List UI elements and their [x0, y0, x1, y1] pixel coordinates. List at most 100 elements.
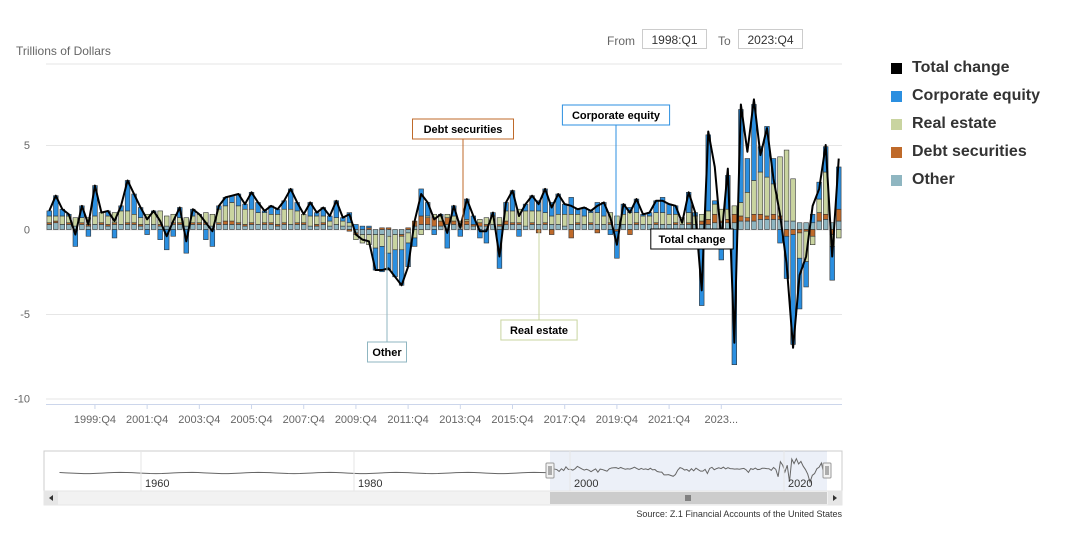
bar-other[interactable] — [640, 224, 646, 230]
bar-real-estate[interactable] — [549, 215, 555, 225]
bar-debt-securities[interactable] — [549, 229, 555, 235]
bar-real-estate[interactable] — [274, 213, 281, 225]
bar-debt-securities[interactable] — [836, 208, 842, 222]
bar-debt-securities[interactable] — [816, 212, 822, 222]
bar-corporate-equity[interactable] — [144, 229, 150, 235]
bar-real-estate[interactable] — [92, 215, 98, 225]
bar-debt-securities[interactable] — [385, 227, 392, 230]
bar-corporate-equity[interactable] — [712, 200, 718, 205]
bar-other[interactable] — [823, 219, 829, 230]
bar-other[interactable] — [392, 229, 398, 235]
bar-other[interactable] — [588, 224, 594, 230]
bar-real-estate[interactable] — [444, 213, 450, 218]
bar-real-estate[interactable] — [294, 210, 300, 224]
bar-other[interactable] — [320, 224, 326, 230]
bar-other[interactable] — [222, 224, 229, 230]
bar-other[interactable] — [764, 219, 770, 230]
bar-other[interactable] — [816, 220, 822, 230]
legend-item-other[interactable]: Other — [891, 166, 1040, 194]
bar-real-estate[interactable] — [568, 213, 574, 225]
bar-corporate-equity[interactable] — [346, 212, 353, 224]
bar-real-estate[interactable] — [790, 178, 796, 222]
bar-other[interactable] — [327, 225, 333, 230]
bar-other[interactable] — [470, 225, 477, 230]
bar-corporate-equity[interactable] — [607, 229, 614, 235]
bar-other[interactable] — [562, 225, 568, 230]
bar-corporate-equity[interactable] — [535, 200, 542, 212]
bar-other[interactable] — [111, 224, 118, 230]
bar-other[interactable] — [633, 224, 640, 230]
bar-other[interactable] — [372, 229, 379, 235]
bar-other[interactable] — [379, 229, 385, 235]
bar-corporate-equity[interactable] — [359, 225, 366, 230]
bar-real-estate[interactable] — [131, 213, 137, 224]
bar-other[interactable] — [151, 224, 157, 230]
bar-real-estate[interactable] — [562, 213, 568, 227]
bar-debt-securities[interactable] — [738, 215, 744, 222]
bar-corporate-equity[interactable] — [549, 202, 555, 217]
bar-other[interactable] — [314, 225, 320, 230]
bar-real-estate[interactable] — [183, 217, 189, 227]
legend-item-corporate-equity[interactable]: Corporate equity — [891, 82, 1040, 110]
bar-debt-securities[interactable] — [751, 213, 757, 222]
bar-other[interactable] — [549, 224, 555, 230]
bar-real-estate[interactable] — [118, 210, 124, 225]
bar-other[interactable] — [522, 225, 529, 230]
bar-other[interactable] — [79, 224, 85, 230]
bar-real-estate[interactable] — [229, 202, 235, 222]
bar-debt-securities[interactable] — [764, 215, 770, 220]
bar-other[interactable] — [803, 222, 809, 230]
bar-other[interactable] — [751, 220, 757, 230]
bar-real-estate[interactable] — [346, 222, 353, 227]
bar-real-estate[interactable] — [712, 203, 718, 215]
bar-real-estate[interactable] — [809, 235, 816, 246]
bar-debt-securities[interactable] — [627, 229, 633, 235]
bar-real-estate[interactable] — [288, 208, 294, 225]
bar-other[interactable] — [366, 229, 372, 235]
bar-corporate-equity[interactable] — [803, 261, 809, 288]
bar-real-estate[interactable] — [686, 212, 692, 224]
bar-real-estate[interactable] — [640, 215, 646, 225]
bar-other[interactable] — [836, 220, 842, 230]
bar-other[interactable] — [46, 224, 52, 230]
bar-debt-securities[interactable] — [229, 220, 235, 225]
bar-debt-securities[interactable] — [823, 213, 829, 220]
bar-real-estate[interactable] — [588, 212, 594, 224]
bar-other[interactable] — [790, 220, 796, 230]
bar-corporate-equity[interactable] — [392, 249, 398, 278]
bar-real-estate[interactable] — [418, 229, 424, 235]
bar-other[interactable] — [581, 224, 587, 230]
bar-debt-securities[interactable] — [418, 215, 424, 225]
bar-debt-securities[interactable] — [405, 227, 411, 230]
bar-other[interactable] — [796, 222, 803, 230]
bar-real-estate[interactable] — [307, 215, 313, 227]
bar-real-estate[interactable] — [137, 217, 144, 225]
bar-corporate-equity[interactable] — [562, 203, 568, 215]
bar-real-estate[interactable] — [327, 220, 333, 227]
bar-corporate-equity[interactable] — [170, 229, 176, 237]
bar-other[interactable] — [451, 224, 457, 230]
navigator-left-handle[interactable] — [545, 462, 555, 479]
bar-real-estate[interactable] — [672, 213, 679, 224]
bar-other[interactable] — [66, 224, 72, 230]
bar-real-estate[interactable] — [124, 210, 131, 224]
bar-debt-securities[interactable] — [790, 229, 796, 235]
bar-real-estate[interactable] — [594, 212, 600, 225]
bar-debt-securities[interactable] — [705, 219, 711, 225]
bar-other[interactable] — [294, 224, 300, 230]
bar-other[interactable] — [770, 219, 777, 230]
bar-corporate-equity[interactable] — [366, 225, 372, 229]
bar-real-estate[interactable] — [340, 220, 346, 227]
bar-other[interactable] — [131, 224, 137, 230]
bar-other[interactable] — [59, 224, 65, 230]
bar-debt-securities[interactable] — [222, 220, 229, 225]
bar-real-estate[interactable] — [542, 212, 548, 224]
bar-debt-securities[interactable] — [783, 229, 790, 237]
bar-corporate-equity[interactable] — [46, 210, 52, 217]
bar-debt-securities[interactable] — [809, 229, 816, 237]
bar-debt-securities[interactable] — [464, 220, 470, 225]
bar-other[interactable] — [601, 224, 607, 230]
bar-real-estate[interactable] — [601, 215, 607, 225]
bar-other[interactable] — [744, 220, 751, 230]
bar-real-estate[interactable] — [738, 202, 744, 217]
